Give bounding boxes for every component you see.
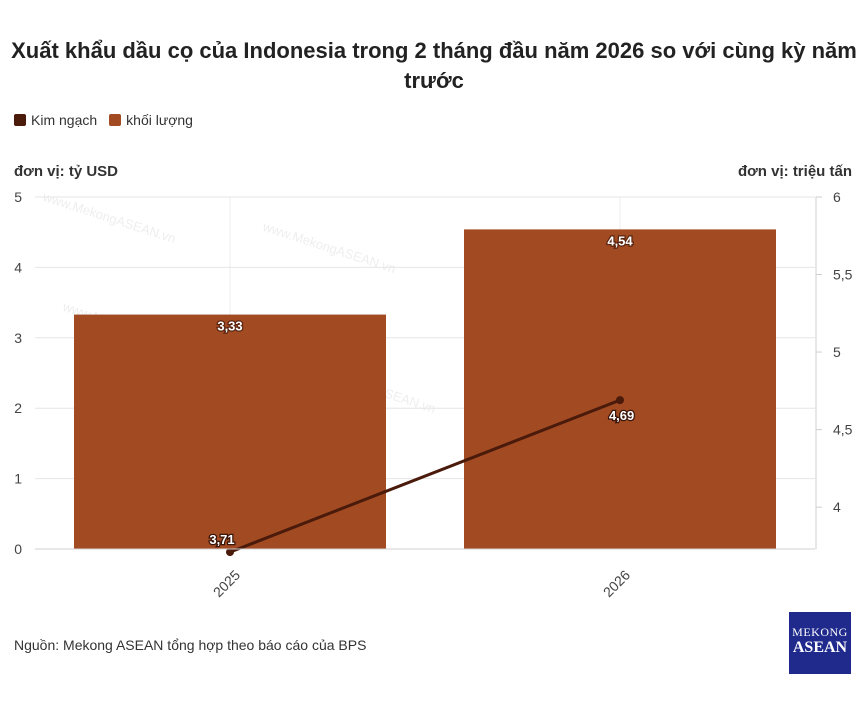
left-tick-label: 2 (14, 400, 22, 416)
line-data-label: 4,69 (609, 408, 634, 423)
logo-line1: MEKONG (792, 625, 848, 639)
legend-label-khoi-luong: khối lượng (126, 112, 193, 128)
bar-data-label: 3,33 (217, 319, 242, 334)
mekong-asean-logo: MEKONG ASEAN (789, 612, 851, 674)
line-point-2026 (616, 396, 624, 405)
left-tick-label: 4 (14, 259, 22, 275)
right-tick-label: 4,5 (833, 422, 853, 438)
legend-label-kim-ngach: Kim ngạch (31, 112, 98, 128)
legend-swatch-kim-ngach (14, 114, 26, 126)
left-tick-label: 1 (14, 471, 22, 487)
right-tick-label: 5,5 (833, 267, 853, 283)
left-tick-label: 0 (14, 541, 22, 557)
line-point-2025 (226, 548, 234, 557)
right-axis-unit: đơn vị: triệu tấn (737, 163, 852, 180)
kim-ngach-line (229, 398, 621, 554)
chart-title: Xuất khẩu dầu cọ của Indonesia trong 2 t… (11, 38, 857, 93)
logo-line2: ASEAN (792, 639, 848, 656)
right-tick-label: 6 (833, 189, 841, 205)
line-layer (226, 396, 624, 557)
legend-item-khoi-luong[interactable]: khối lượng (109, 112, 193, 128)
right-tick-label: 5 (833, 344, 841, 360)
x-tick-label: 2025 (210, 567, 243, 600)
x-tick-label: 2026 (600, 567, 633, 600)
source-note: Nguồn: Mekong ASEAN tổng hợp theo báo cá… (14, 637, 367, 653)
left-tick-label: 5 (14, 189, 22, 205)
bar-data-label: 4,54 (607, 233, 633, 248)
left-tick-label: 3 (14, 330, 22, 346)
right-tick-label: 4 (833, 499, 841, 515)
bars-layer (74, 229, 776, 549)
legend-swatch-khoi-luong (109, 114, 122, 126)
legend: Kim ngạch khối lượng (14, 112, 193, 128)
legend-item-kim-ngach[interactable]: Kim ngạch (14, 112, 97, 128)
labels-layer: 3,33 4,54 3,71 4,69 (208, 232, 635, 548)
bar-2026 (464, 229, 776, 549)
bar-2025 (74, 314, 386, 549)
left-axis-unit: đơn vị: tỷ USD (14, 163, 119, 180)
line-data-label: 3,71 (209, 532, 234, 547)
